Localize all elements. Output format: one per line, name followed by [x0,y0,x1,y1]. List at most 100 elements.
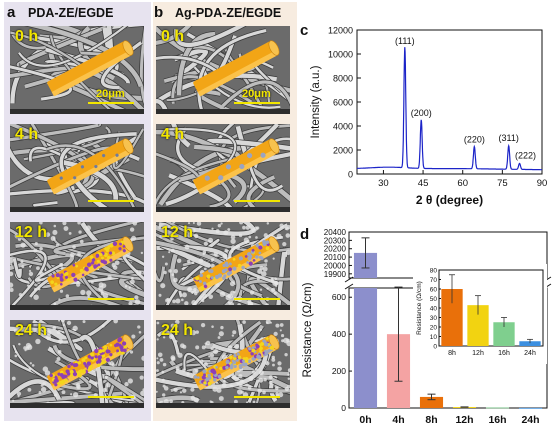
inset-bar-8h [441,289,463,346]
x-tick-label: 30 [378,178,389,189]
fiber-particle [79,268,84,273]
fiber-particle [193,375,198,379]
fiber-particle [80,165,85,169]
fiber-particle [73,277,78,282]
sem-particle [52,229,58,236]
sem-particle [56,357,61,361]
sem-particle [187,286,193,292]
sem-particle [187,222,191,225]
sem-particle [98,378,102,381]
sem-particle [17,395,20,398]
inset-y-axis-label: Resistance (Ω/cm) [416,281,423,335]
sem-particle [286,384,290,389]
sem-particle [199,359,204,364]
sem-particle [44,370,51,376]
sem-particle [179,391,183,394]
sem-particle [173,387,178,392]
sem-particle [279,223,284,228]
sem-particle [216,387,222,393]
fiber-particle [247,256,252,261]
fiber-particle [242,359,245,363]
sem-particle [222,254,228,260]
sem-image-a-2 [10,222,144,310]
sem-particle [256,277,260,281]
fiber-particle [59,282,63,286]
sem-particle [76,384,81,390]
fiber-particle [75,264,79,268]
fiber-particle [73,176,77,180]
sem-info-strip [10,109,144,114]
sem-particle [193,233,199,239]
sem-particle [132,222,138,226]
fiber-particle [238,256,243,261]
sem-fiber [156,266,166,283]
fiber-particle [247,152,253,159]
fiber-particle [114,343,118,348]
fiber-rod-highlight [197,148,278,195]
sem-particle [239,383,243,388]
sem-particle [33,294,39,300]
sem-particle [210,263,215,268]
fiber-particle [199,273,204,278]
sem-particle [62,323,65,327]
fiber-rod [193,139,278,194]
sem-particle [124,285,128,288]
time-label: 4 h [15,126,39,143]
sem-particle [203,241,209,246]
sem-particle [164,262,168,266]
fiber-particle [236,352,240,356]
fiber-particle [242,357,246,361]
sem-particle [157,352,163,358]
inset-y-tick-label: 10 [430,334,438,341]
sem-particle [184,301,189,306]
sem-particle [156,361,160,365]
fiber-particle [103,252,108,257]
sem-particle [166,297,171,302]
sem-particle [242,225,246,230]
fiber-particle [204,175,210,181]
sem-particle [131,235,137,241]
fiber-particle [94,355,98,359]
fiber-particle [228,262,232,266]
sem-particle [195,345,200,350]
sem-image-b-0 [156,26,290,114]
sem-particle [26,284,30,287]
sem-fiber [78,335,105,405]
fiber-rod-highlight [197,50,278,97]
sem-particle [180,298,184,302]
sem-particle [230,238,236,244]
sem-particle [280,333,285,338]
sem-micrograph [156,222,290,310]
sem-particle [278,392,284,398]
fiber-particle [111,251,116,256]
sem-fiber [159,242,211,268]
x-tick-label: 16h [488,414,506,426]
sem-fiber [33,201,58,207]
sem-particle [203,362,208,367]
y-tick-label: 8000 [333,74,353,84]
sem-particle [287,373,290,376]
fiber-particle [109,243,114,248]
sem-particle [236,381,240,385]
sem-fiber [122,254,144,281]
fiber-particle [222,276,226,280]
sem-particle [52,326,57,330]
sem-particle [72,392,79,398]
sem-image-a-3 [10,320,144,408]
sem-particle [14,354,18,358]
sem-info-strip [10,305,144,310]
sem-particle [196,222,202,226]
sem-particle [259,265,264,271]
sem-particle [259,288,263,291]
sem-particle [163,386,169,391]
fiber-particle [263,342,269,347]
fiber-illustration [47,40,134,97]
sem-particle [261,271,267,277]
sem-particle [168,333,175,340]
fiber-particle [202,281,207,286]
sem-particle [232,330,237,335]
fiber-particle [90,352,95,357]
fiber-particle [65,369,70,374]
fiber-particle [221,269,227,274]
sem-particle [12,399,15,402]
